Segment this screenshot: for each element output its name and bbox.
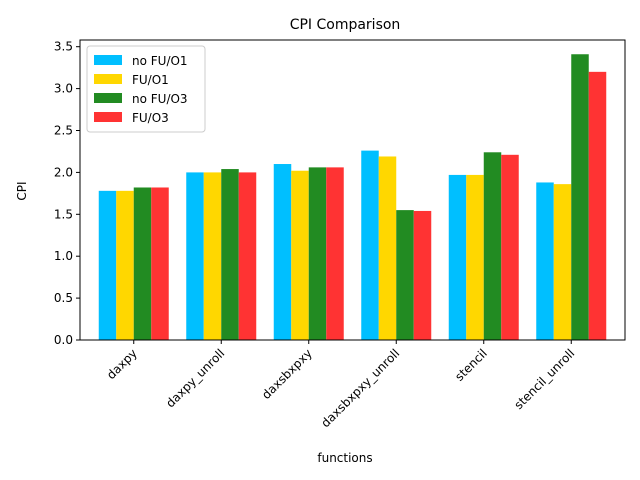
plot-frame (79, 39, 626, 341)
y-tick-label: 2.5 (54, 124, 73, 138)
y-tick-label: 3.5 (54, 40, 73, 54)
bar-daxsbxpxy_unroll-no-fu-o1 (361, 150, 379, 340)
y-tick-label: 2.0 (54, 165, 73, 179)
y-tick-label: 1.5 (54, 207, 73, 221)
bar-stencil-no-fu-o3 (483, 152, 502, 340)
legend-label-fu-o3: FU/O3 (132, 111, 169, 125)
bars-group (98, 54, 607, 341)
legend-swatch-fu-o1 (94, 74, 122, 84)
y-axis-label: CPI (15, 181, 29, 200)
x-tick-label: daxsbxpxy (259, 346, 315, 402)
x-tick-label: daxpy_unroll (163, 346, 227, 410)
y-tick-label: 3.0 (54, 82, 73, 96)
legend-label-no-fu-o3: no FU/O3 (132, 92, 188, 106)
bar-stencil_unroll-fu-o3 (588, 71, 607, 341)
y-axis-ticks: 0.0 0.5 1.0 1.5 2.0 2.5 3.0 3.5 (54, 40, 80, 347)
bar-daxpy_unroll-fu-o3 (238, 172, 257, 340)
bar-daxpy-fu-o3 (151, 187, 169, 340)
y-tick-label: 0.0 (54, 333, 73, 347)
bar-daxsbxpxy_unroll-fu-o1 (378, 156, 397, 340)
bar-daxsbxpxy-fu-o1 (291, 170, 309, 340)
x-tick-label: stencil_unroll (512, 346, 578, 412)
bar-stencil-fu-o3 (501, 154, 519, 340)
bar-stencil_unroll-no-fu-o1 (536, 182, 554, 340)
legend-label-no-fu-o1: no FU/O1 (132, 54, 188, 68)
legend-swatch-no-fu-o3 (94, 93, 122, 103)
chart-title: CPI Comparison (290, 17, 401, 33)
bar-daxsbxpxy-fu-o3 (326, 167, 344, 340)
bar-stencil_unroll-fu-o1 (553, 184, 572, 340)
legend-swatch-no-fu-o1 (94, 55, 122, 65)
legend-label-fu-o1: FU/O1 (132, 73, 169, 87)
x-tick-label: stencil (452, 346, 490, 384)
legend-box (86, 45, 206, 133)
bar-daxsbxpxy_unroll-no-fu-o3 (396, 210, 414, 340)
bar-stencil-no-fu-o1 (448, 174, 467, 340)
bar-daxpy-no-fu-o3 (133, 187, 152, 340)
bar-stencil_unroll-no-fu-o3 (571, 54, 589, 340)
bar-daxsbxpxy-no-fu-o1 (273, 164, 292, 340)
x-tick-label: daxpy (104, 346, 140, 382)
y-tick-label: 0.5 (54, 291, 73, 305)
bar-daxpy_unroll-no-fu-o1 (186, 172, 204, 340)
legend: no FU/O1 FU/O1 no FU/O3 FU/O3 (86, 45, 206, 133)
x-tick-label: daxsbxpxy_unroll (318, 346, 402, 430)
legend-swatch-fu-o3 (94, 112, 122, 122)
bar-daxsbxpxy_unroll-fu-o3 (413, 210, 432, 340)
bar-daxpy-no-fu-o1 (98, 190, 117, 340)
bar-daxpy_unroll-fu-o1 (203, 172, 222, 340)
bar-daxpy_unroll-no-fu-o3 (221, 169, 239, 340)
x-axis-label: functions (317, 451, 372, 465)
bar-daxsbxpxy-no-fu-o3 (308, 167, 327, 340)
bar-stencil-fu-o1 (466, 174, 484, 340)
x-axis-ticks: daxpy daxpy_unroll daxsbxpxy daxsbxpxy_unro… (104, 340, 577, 430)
bar-daxpy-fu-o1 (116, 190, 134, 340)
y-tick-label: 1.0 (54, 249, 73, 263)
